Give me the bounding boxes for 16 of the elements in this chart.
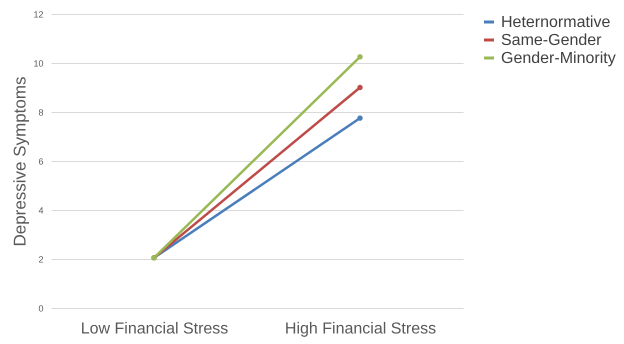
legend-label: Same-Gender — [501, 32, 602, 49]
legend-label: Gender-Minority — [501, 50, 616, 67]
y-tick-label: 8 — [38, 108, 44, 118]
y-axis-title: Depressive Symptoms — [10, 76, 30, 247]
y-tick-label: 0 — [38, 304, 44, 314]
legend-label: Heternormative — [501, 14, 610, 31]
x-tick-label: High Financial Stress — [284, 320, 436, 338]
y-tick-label: 4 — [38, 206, 44, 216]
point — [357, 54, 363, 60]
y-tick-label: 10 — [33, 58, 44, 68]
point — [357, 84, 363, 90]
point — [357, 115, 363, 121]
y-tick-label: 6 — [38, 156, 44, 166]
x-tick-label: Low Financial Stress — [80, 320, 228, 338]
y-tick-label: 12 — [33, 10, 44, 20]
y-tick-label: 2 — [38, 254, 44, 264]
